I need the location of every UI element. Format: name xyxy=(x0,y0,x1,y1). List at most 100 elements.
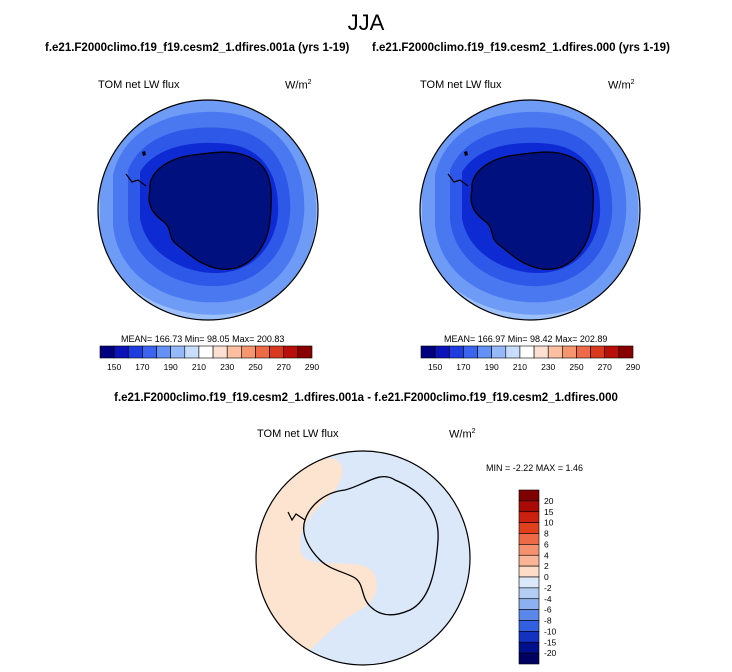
diff-minmax: MIN = -2.22 MAX = 1.46 xyxy=(486,463,584,473)
diff-colorbar-swatch xyxy=(518,652,540,665)
right-colorbar-tick-label: 250 xyxy=(569,362,583,372)
diff-colorbar-tick-label: 2 xyxy=(544,561,549,571)
difference-polar-map xyxy=(256,451,470,665)
diff-colorbar-swatch xyxy=(518,500,540,513)
diff-colorbar-swatch xyxy=(518,522,540,534)
left-variable-label: TOM net LW flux xyxy=(98,79,180,91)
right-variable-label: TOM net LW flux xyxy=(420,79,502,91)
diff-colorbar-tick-label: -10 xyxy=(544,626,557,636)
right-colorbar-tick-label: 150 xyxy=(428,362,442,372)
diff-colorbar-swatch xyxy=(518,609,540,621)
diff-colorbar-swatch xyxy=(518,544,540,556)
left-colorbar-tick-label: 230 xyxy=(220,362,234,372)
right-colorbar-swatch xyxy=(533,345,549,359)
diff-colorbar-tick-label: 20 xyxy=(544,496,554,506)
diff-colorbar-swatch xyxy=(518,620,540,632)
left-polar-map xyxy=(98,100,318,320)
left-colorbar-swatch xyxy=(241,345,256,359)
diff-colorbar-tick-label: -15 xyxy=(544,637,557,647)
left-colorbar-swatch xyxy=(269,345,285,359)
left-colorbar-tick-label: 250 xyxy=(248,362,262,372)
right-colorbar-tick-label: 290 xyxy=(626,362,640,372)
right-colorbar-swatch xyxy=(576,345,591,359)
diff-colorbar-swatch xyxy=(518,598,540,610)
diff-colorbar-tick-label: 4 xyxy=(544,550,549,560)
right-colorbar-swatch xyxy=(547,345,563,359)
difference-title: f.e21.F2000climo.f19_f19.cesm2_1.dfires.… xyxy=(114,392,618,404)
right-colorbar-tick-label: 270 xyxy=(598,362,612,372)
diff-colorbar-swatch xyxy=(518,565,540,578)
left-colorbar-swatch xyxy=(255,345,270,359)
right-polar-map xyxy=(420,100,640,320)
right-colorbar-swatch xyxy=(448,345,464,359)
diff-units-label: W/m2 xyxy=(449,428,476,441)
left-map-border xyxy=(97,99,319,321)
right-colorbar-swatch xyxy=(463,345,478,359)
right-colorbar-swatch xyxy=(562,345,577,359)
diff-colorbar-tick-label: -8 xyxy=(544,616,552,626)
diff-colorbar-tick-label: 0 xyxy=(544,572,549,582)
left-colorbar-swatch xyxy=(170,345,186,359)
right-stats: MEAN= 166.97 Min= 98.42 Max= 202.89 xyxy=(444,334,608,344)
right-colorbar-swatch xyxy=(590,345,606,359)
diff-colorbar-swatch xyxy=(518,631,540,643)
diff-colorbar-tick-label: -4 xyxy=(544,594,552,604)
left-colorbar-swatch xyxy=(226,345,242,359)
season-title: JJA xyxy=(347,10,385,35)
diff-colorbar-swatch xyxy=(518,576,540,589)
left-colorbar-tick-label: 270 xyxy=(277,362,291,372)
left-colorbar-swatch xyxy=(142,345,157,359)
diff-colorbar-tick-label: -20 xyxy=(544,648,557,658)
diff-colorbar-tick-label: 6 xyxy=(544,539,549,549)
diff-map-border xyxy=(255,450,471,666)
left-case-title: f.e21.F2000climo.f19_f19.cesm2_1.dfires.… xyxy=(45,42,350,54)
left-colorbar-swatch xyxy=(297,345,313,359)
right-colorbar-swatch xyxy=(420,345,436,359)
left-colorbar-swatch xyxy=(127,345,143,359)
diff-variable-label: TOM net LW flux xyxy=(257,428,339,440)
diff-colorbar-tick-label: 8 xyxy=(544,529,549,539)
diff-colorbar-tick-label: 15 xyxy=(544,507,554,517)
left-colorbar-swatch xyxy=(212,345,228,359)
right-colorbar-swatch xyxy=(618,345,634,359)
left-colorbar-tick-label: 210 xyxy=(192,362,206,372)
right-colorbar-tick-label: 190 xyxy=(485,362,499,372)
left-stats: MEAN= 166.73 Min= 98.05 Max= 200.83 xyxy=(121,334,285,344)
left-colorbar-tick-label: 170 xyxy=(135,362,149,372)
right-colorbar-tick-label: 210 xyxy=(513,362,527,372)
right-units-label: W/m2 xyxy=(608,79,635,92)
right-colorbar-swatch xyxy=(505,345,521,359)
left-colorbar-tick-label: 150 xyxy=(107,362,121,372)
left-colorbar-swatch xyxy=(198,345,214,359)
left-colorbar: 150 170 190 210 230 250 270 290 xyxy=(99,345,319,372)
diff-colorbar-tick-label: -6 xyxy=(544,605,552,615)
diff-colorbar-swatch xyxy=(518,511,540,523)
right-colorbar-swatch xyxy=(604,345,620,359)
right-case-title: f.e21.F2000climo.f19_f19.cesm2_1.dfires.… xyxy=(372,42,670,54)
diff-colorbar-tick-label: 10 xyxy=(544,518,554,528)
right-colorbar-tick-label: 170 xyxy=(456,362,470,372)
diff-colorbar-swatch xyxy=(518,554,540,567)
right-colorbar-tick-label: 230 xyxy=(541,362,555,372)
left-colorbar-tick-label: 190 xyxy=(164,362,178,372)
right-colorbar-swatch xyxy=(519,345,535,359)
left-colorbar-swatch xyxy=(184,345,200,359)
left-units-label: W/m2 xyxy=(285,79,312,92)
right-colorbar: 150 170 190 210 230 250 270 290 xyxy=(420,345,640,372)
right-colorbar-swatch xyxy=(434,345,450,359)
diff-colorbar-swatch xyxy=(518,533,540,545)
diff-colorbar-swatch xyxy=(518,489,540,502)
left-colorbar-swatch xyxy=(156,345,171,359)
diff-colorbar-swatch xyxy=(518,587,540,600)
left-colorbar-tick-label: 290 xyxy=(305,362,319,372)
right-map-border xyxy=(419,99,641,321)
diff-colorbar-tick-label: -2 xyxy=(544,583,552,593)
left-colorbar-swatch xyxy=(113,345,129,359)
left-colorbar-swatch xyxy=(99,345,115,359)
left-colorbar-swatch xyxy=(283,345,299,359)
right-colorbar-swatch xyxy=(491,345,507,359)
right-colorbar-swatch xyxy=(477,345,492,359)
diff-colorbar-swatch xyxy=(518,641,540,654)
